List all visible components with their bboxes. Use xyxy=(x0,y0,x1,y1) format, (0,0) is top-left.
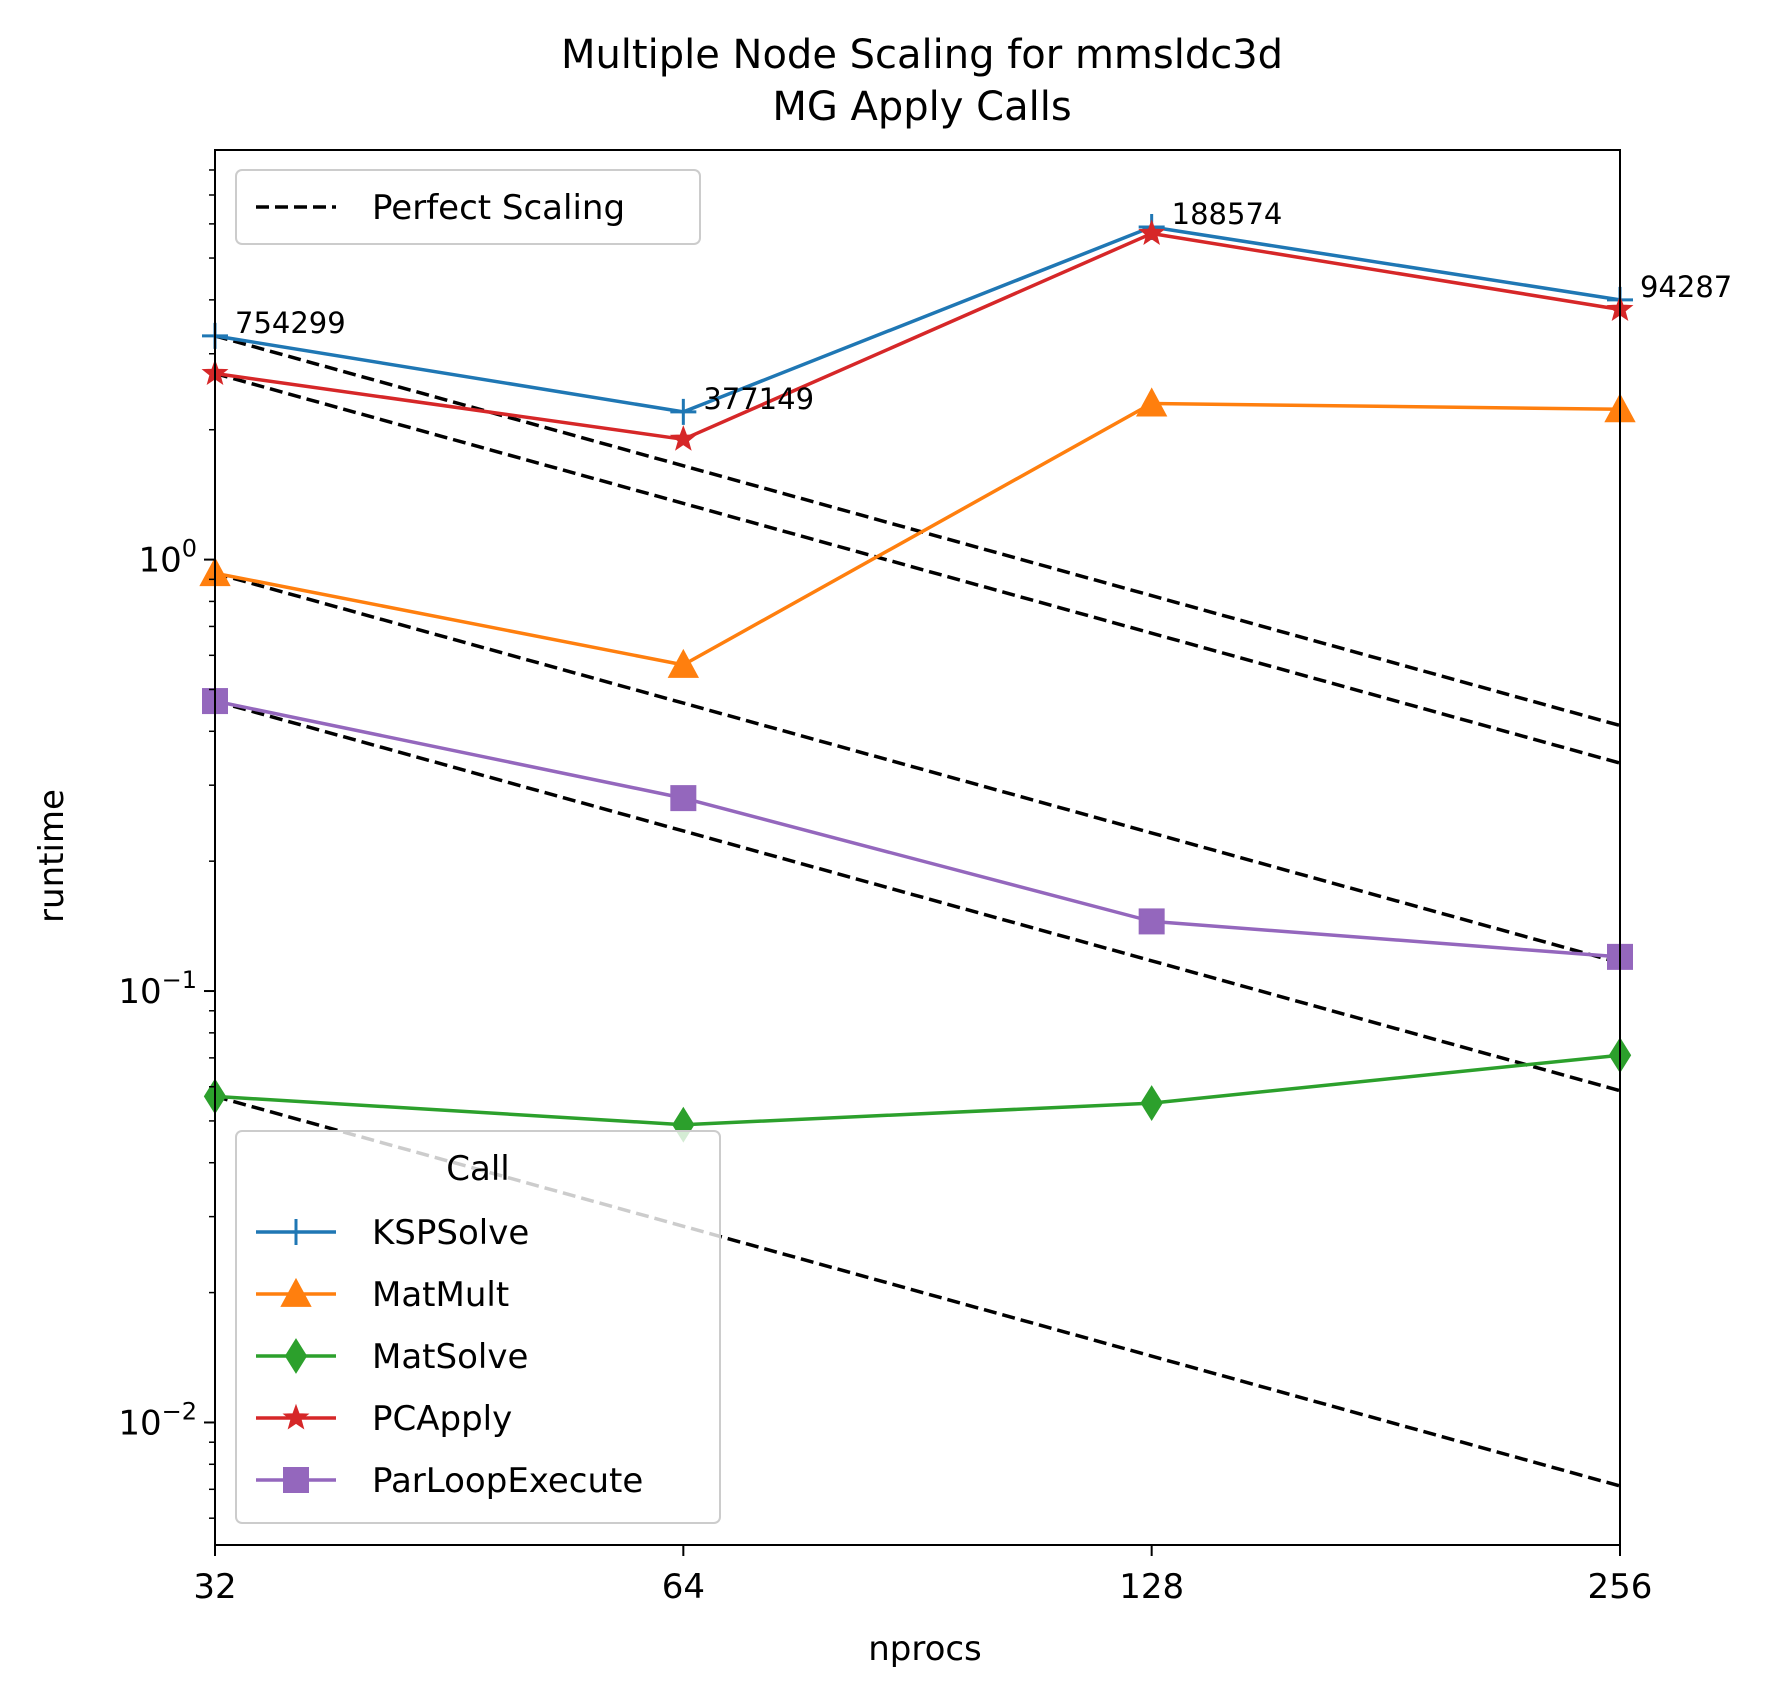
legend-label-matsolve: MatSolve xyxy=(372,1337,528,1377)
reference-legend-label: Perfect Scaling xyxy=(372,188,625,228)
legend-marker-kspsolve xyxy=(283,1219,309,1245)
data-point-kspsolve xyxy=(670,398,697,425)
reference-lines xyxy=(214,334,1621,1488)
plot-frame xyxy=(214,149,1621,1546)
legend-marker-matmult xyxy=(280,1277,312,1307)
perfect-scaling-line xyxy=(214,334,1621,728)
data-point-matsolve xyxy=(1140,1085,1163,1121)
legend-marker-parloopexecute xyxy=(283,1467,309,1493)
legend-label-matmult: MatMult xyxy=(372,1275,509,1315)
data-point-parloopexecute xyxy=(670,785,697,812)
data-point-pcapply xyxy=(669,425,697,451)
y-axis-label: runtime xyxy=(32,789,72,923)
point-annotations: 754299 377149 188574 94287 xyxy=(235,197,1732,416)
perfect-scaling-line xyxy=(214,1094,1621,1488)
x-tick-label: 128 xyxy=(1119,1567,1184,1607)
series-legend-title: Call xyxy=(446,1149,509,1189)
data-point-pcapply xyxy=(1138,219,1166,245)
x-tick-label: 64 xyxy=(662,1567,705,1607)
series-line-kspsolve xyxy=(214,225,1621,414)
series-legend-box xyxy=(235,1130,721,1524)
series-markers xyxy=(199,214,1636,1143)
series-line-matmult xyxy=(214,401,1621,667)
x-tick-label: 32 xyxy=(193,1567,236,1607)
series-line-matsolve xyxy=(214,1053,1621,1127)
x-axis-label: nprocs xyxy=(868,1629,982,1669)
legend-label-pcapply: PCApply xyxy=(372,1399,512,1439)
legend-label-parloopexecute: ParLoopExecute xyxy=(372,1461,643,1501)
point-annotation: 377149 xyxy=(703,382,814,416)
series-legend: Call KSPSolve MatMult MatSolve PCApply ParLo… xyxy=(235,1130,721,1524)
point-annotation: 188574 xyxy=(1172,197,1283,231)
data-point-parloopexecute xyxy=(1138,908,1165,935)
perfect-scaling-line xyxy=(214,571,1621,965)
perfect-scaling-line xyxy=(214,371,1621,765)
series-legend-entries: KSPSolve MatMult MatSolve PCApply ParLoopExe… xyxy=(256,1213,643,1501)
reference-legend-box xyxy=(235,169,701,245)
data-point-matmult xyxy=(667,648,700,678)
perfect-scaling-line xyxy=(214,699,1621,1093)
legend-label-kspsolve: KSPSolve xyxy=(372,1213,529,1253)
x-tick-label: 256 xyxy=(1588,1567,1653,1607)
point-annotation: 754299 xyxy=(235,306,346,340)
legend-marker-pcapply xyxy=(282,1403,310,1430)
reference-legend: Perfect Scaling xyxy=(235,169,701,245)
legend-marker-matsolve xyxy=(284,1338,308,1374)
chart-title: Multiple Node Scaling for mmsldc3d xyxy=(561,32,1283,78)
series-lines xyxy=(214,225,1621,1127)
series-line-pcapply xyxy=(214,231,1621,442)
data-point-matmult xyxy=(1135,387,1168,417)
chart-subtitle: MG Apply Calls xyxy=(772,84,1071,130)
series-line-parloopexecute xyxy=(214,699,1621,959)
point-annotation: 94287 xyxy=(1640,270,1732,304)
